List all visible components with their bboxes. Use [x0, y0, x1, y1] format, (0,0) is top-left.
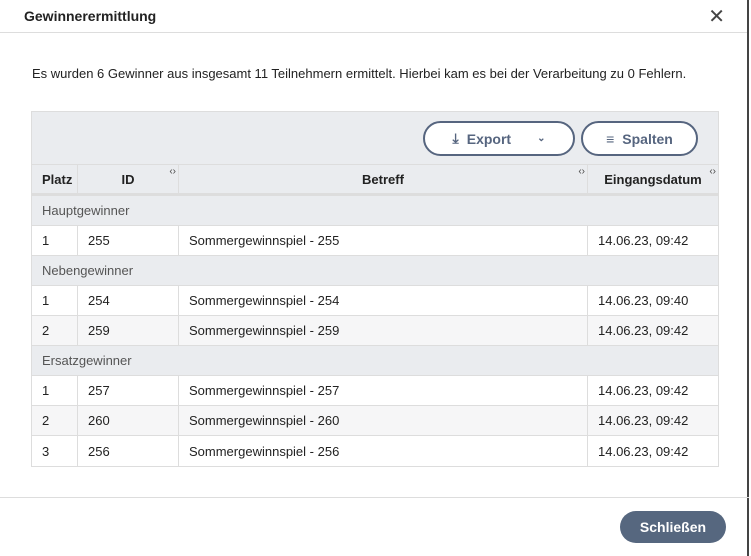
group-row: Hauptgewinner [32, 196, 718, 226]
column-label: Betreff [362, 171, 404, 187]
table-header: Platz ID ‹› Betreff ‹› Eingangsdatum ‹› [32, 165, 718, 196]
close-button[interactable]: Schließen [620, 511, 726, 543]
column-label: ID [121, 171, 135, 187]
table-cell: Sommergewinnspiel - 254 [179, 286, 588, 315]
table-cell: 1 [32, 376, 78, 405]
resize-icon[interactable]: ‹› [709, 166, 716, 177]
table-row[interactable]: 1 255 Sommergewinnspiel - 255 14.06.23, 09:… [32, 226, 718, 256]
dialog-title: Gewinnerermittlung [24, 8, 157, 24]
resize-icon[interactable]: ‹› [578, 166, 585, 177]
table-cell: 14.06.23, 09:40 [598, 293, 689, 308]
table-cell: 259 [78, 316, 179, 345]
table-cell: 2 [32, 316, 78, 345]
winners-table: ⤓ Export ⌄ ≡ Spalten Platz ID ‹› Betreff ‹… [31, 111, 719, 467]
table-cell: 1 [32, 226, 78, 255]
table-row[interactable]: 1 254 Sommergewinnspiel - 254 14.06.23, 09:… [32, 286, 718, 316]
group-row: Nebengewinner [32, 256, 718, 286]
table-cell: 1 [32, 286, 78, 315]
table-cell: 14.06.23, 09:42 [598, 443, 689, 459]
column-header-eingangsdatum[interactable]: Eingangsdatum ‹› [588, 165, 718, 193]
menu-icon: ≡ [606, 130, 615, 147]
table-row[interactable]: 3 256 Sommergewinnspiel - 256 14.06.23, 09:… [32, 436, 718, 466]
table-cell: Sommergewinnspiel - 256 [179, 436, 588, 466]
footer-divider [0, 497, 749, 498]
export-label: Export [466, 130, 512, 147]
chevron-down-icon: ⌄ [537, 133, 546, 144]
table-cell: 255 [78, 226, 179, 255]
column-label: Eingangsdatum [604, 171, 702, 187]
table-cell: 14.06.23, 09:42 [598, 233, 689, 248]
column-label: Platz [42, 171, 73, 187]
table-cell: Sommergewinnspiel - 259 [179, 316, 588, 345]
column-header-platz[interactable]: Platz [32, 165, 78, 193]
table-body: Hauptgewinner 1 255 Sommergewinnspiel - 255… [32, 196, 718, 466]
group-row: Ersatzgewinner [32, 346, 718, 376]
table-cell: Sommergewinnspiel - 257 [179, 376, 588, 405]
table-cell: Sommergewinnspiel - 260 [179, 406, 588, 435]
result-message: Es wurden 6 Gewinner aus insgesamt 11 Te… [32, 66, 687, 81]
table-cell: 2 [32, 406, 78, 435]
table-toolbar: ⤓ Export ⌄ ≡ Spalten [32, 112, 718, 165]
table-cell: 254 [78, 286, 179, 315]
table-cell: Sommergewinnspiel - 255 [179, 226, 588, 255]
table-cell: 14.06.23, 09:42 [598, 383, 689, 398]
table-cell: 257 [78, 376, 179, 405]
column-header-betreff[interactable]: Betreff ‹› [179, 165, 588, 193]
table-cell: 14.06.23, 09:42 [598, 323, 689, 338]
columns-button[interactable]: ≡ Spalten [581, 121, 698, 156]
table-row[interactable]: 2 259 Sommergewinnspiel - 259 14.06.23, 09:… [32, 316, 718, 346]
columns-label: Spalten [622, 130, 673, 147]
table-cell: 14.06.23, 09:42 [598, 413, 689, 428]
resize-icon[interactable]: ‹› [169, 166, 176, 177]
close-icon[interactable]: ✕ [708, 5, 725, 28]
dialog-header: Gewinnerermittlung ✕ [0, 0, 747, 33]
table-row[interactable]: 1 257 Sommergewinnspiel - 257 14.06.23, 09:… [32, 376, 718, 406]
column-header-id[interactable]: ID ‹› [78, 165, 179, 193]
download-icon: ⤓ [452, 130, 459, 146]
export-button[interactable]: ⤓ Export ⌄ [423, 121, 575, 156]
table-cell: 260 [78, 406, 179, 435]
table-cell: 3 [32, 436, 78, 466]
table-cell: 256 [78, 436, 179, 466]
table-row[interactable]: 2 260 Sommergewinnspiel - 260 14.06.23, 09:… [32, 406, 718, 436]
